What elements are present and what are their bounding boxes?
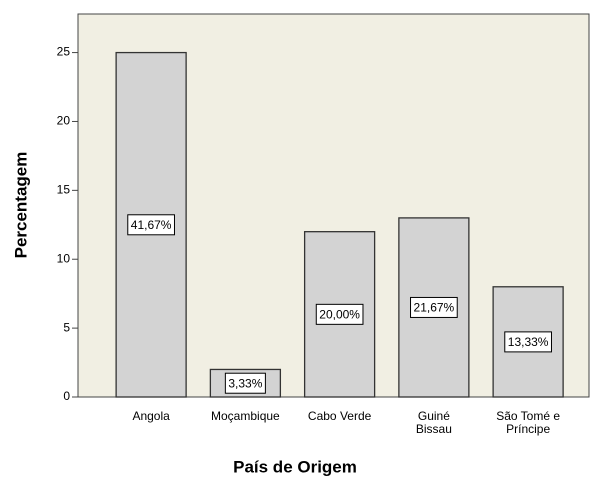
y-tick-label: 10	[57, 251, 71, 265]
label-box	[410, 296, 458, 318]
label-box	[127, 214, 175, 236]
bar-label: 13,33%	[508, 335, 549, 349]
bar-label: 3,33%	[228, 376, 262, 390]
y-tick-label: 15	[57, 183, 71, 197]
bar-label: 41,67%	[131, 218, 172, 232]
y-tick-label: 5	[63, 320, 70, 334]
y-tick-label: 20	[57, 114, 71, 128]
label-box	[504, 331, 552, 353]
x-tick-label: Angola	[132, 409, 170, 423]
label-box	[315, 303, 364, 325]
y-tick-label: 25	[57, 45, 71, 59]
x-tick-label: Cabo Verde	[308, 409, 372, 423]
label-box	[224, 372, 266, 394]
bar-label: 21,67%	[414, 301, 455, 315]
y-tick-label: 0	[63, 389, 70, 403]
x-axis-title: País de Origem	[233, 457, 357, 476]
x-tick-label: São Tomé e Príncipe	[496, 409, 560, 436]
x-tick-label: Moçambique	[211, 409, 280, 423]
x-tick-label: Guiné Bissau	[416, 409, 452, 436]
bar-label: 20,00%	[319, 308, 360, 322]
y-axis-title: Percentagem	[11, 152, 30, 259]
